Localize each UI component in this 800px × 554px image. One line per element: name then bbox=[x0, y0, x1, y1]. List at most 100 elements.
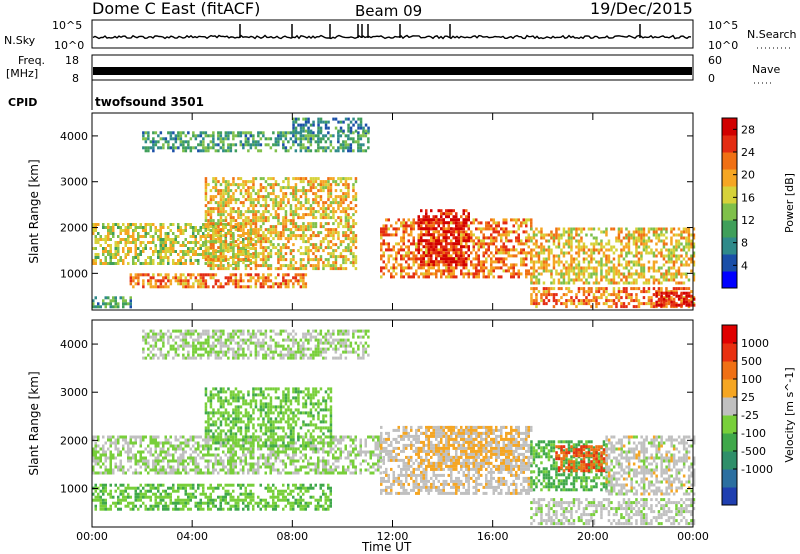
echo-cell bbox=[252, 261, 255, 265]
echo-cell bbox=[667, 291, 671, 295]
echo-cell bbox=[342, 210, 345, 214]
echo-cell bbox=[655, 236, 658, 240]
echo-cell bbox=[267, 465, 270, 469]
echo-cell bbox=[222, 146, 225, 150]
echo-cell bbox=[450, 266, 453, 270]
echo-cell bbox=[272, 143, 275, 147]
echo-cell bbox=[249, 438, 252, 442]
echo-cell bbox=[690, 242, 693, 246]
echo-cell bbox=[254, 143, 258, 147]
echo-cell bbox=[134, 456, 137, 460]
echo-cell bbox=[182, 232, 185, 235]
echo-cell bbox=[685, 291, 688, 295]
echo-cell bbox=[289, 261, 293, 265]
echo-cell bbox=[420, 221, 423, 225]
echo-cell bbox=[490, 251, 493, 255]
echo-cell bbox=[242, 465, 245, 469]
echo-cell bbox=[632, 263, 636, 267]
echo-cell bbox=[322, 216, 325, 220]
echo-cell bbox=[397, 227, 400, 231]
echo-cell bbox=[440, 242, 443, 246]
echo-cell bbox=[497, 230, 500, 234]
echo-cell bbox=[442, 221, 445, 225]
echo-cell bbox=[182, 282, 185, 286]
echo-cell bbox=[317, 137, 320, 141]
echo-cell bbox=[640, 242, 643, 246]
echo-cell bbox=[537, 254, 541, 258]
echo-cell bbox=[157, 140, 160, 144]
echo-cell bbox=[400, 221, 403, 225]
echo-cell bbox=[552, 296, 556, 300]
echo-cell bbox=[655, 233, 658, 237]
echo-cell bbox=[159, 262, 162, 265]
echo-cell bbox=[257, 237, 260, 241]
echo-cell bbox=[157, 444, 160, 448]
echo-cell bbox=[127, 238, 130, 241]
echo-cell bbox=[164, 241, 167, 244]
echo-cell bbox=[222, 192, 225, 196]
echo-cell bbox=[287, 237, 290, 241]
echo-cell bbox=[347, 219, 350, 223]
echo-cell bbox=[204, 253, 207, 256]
echo-cell bbox=[249, 231, 253, 235]
echo-cell bbox=[635, 293, 638, 297]
echo-cell bbox=[237, 246, 240, 250]
echo-cell bbox=[207, 222, 210, 226]
echo-cell bbox=[407, 272, 410, 276]
echo-cell bbox=[277, 444, 280, 448]
echo-cell bbox=[500, 227, 503, 231]
echo-cell bbox=[440, 251, 443, 255]
echo-cell bbox=[354, 255, 358, 259]
echo-cell bbox=[159, 465, 162, 469]
echo-cell bbox=[232, 143, 235, 147]
echo-cell bbox=[124, 241, 127, 244]
echo-cell bbox=[279, 137, 283, 141]
echo-cell bbox=[692, 254, 696, 258]
echo-cell bbox=[640, 266, 643, 270]
echo-cell bbox=[174, 450, 177, 454]
echo-cell bbox=[462, 257, 465, 261]
echo-cell bbox=[307, 131, 310, 135]
echo-cell bbox=[655, 269, 658, 273]
echo-cell bbox=[670, 227, 673, 231]
echo-cell bbox=[157, 253, 160, 256]
echo-cell bbox=[277, 237, 280, 241]
echo-cell bbox=[457, 263, 460, 267]
echo-cell bbox=[455, 275, 458, 279]
echo-cell bbox=[612, 227, 616, 231]
echo-cell bbox=[460, 227, 463, 231]
echo-cell bbox=[457, 224, 460, 228]
echo-cell bbox=[189, 456, 192, 460]
echo-cell bbox=[527, 239, 530, 243]
echo-cell bbox=[237, 258, 240, 262]
echo-cell bbox=[227, 471, 230, 475]
echo-cell bbox=[114, 244, 117, 247]
echo-cell bbox=[192, 438, 195, 442]
echo-cell bbox=[347, 204, 350, 208]
echo-cell bbox=[685, 272, 688, 276]
echo-cell bbox=[209, 210, 213, 214]
echo-cell bbox=[294, 126, 298, 130]
echo-cell bbox=[512, 254, 515, 258]
echo-cell bbox=[317, 117, 320, 121]
echo-cell bbox=[237, 279, 240, 283]
echo-cell bbox=[655, 303, 658, 307]
echo-cell bbox=[209, 234, 213, 238]
echo-cell bbox=[122, 299, 125, 303]
echo-cell bbox=[212, 273, 215, 277]
echo-cell bbox=[319, 146, 323, 150]
echo-cell bbox=[242, 238, 245, 241]
echo-cell bbox=[692, 303, 696, 307]
echo-cell bbox=[390, 224, 393, 228]
echo-cell bbox=[259, 225, 263, 229]
echo-cell bbox=[319, 189, 323, 193]
echo-cell bbox=[159, 459, 162, 463]
echo-cell bbox=[267, 219, 270, 223]
echo-cell bbox=[187, 253, 190, 256]
echo-cell bbox=[142, 435, 145, 439]
echo-cell bbox=[655, 230, 658, 234]
echo-cell bbox=[217, 137, 220, 141]
echo-cell bbox=[262, 252, 265, 256]
